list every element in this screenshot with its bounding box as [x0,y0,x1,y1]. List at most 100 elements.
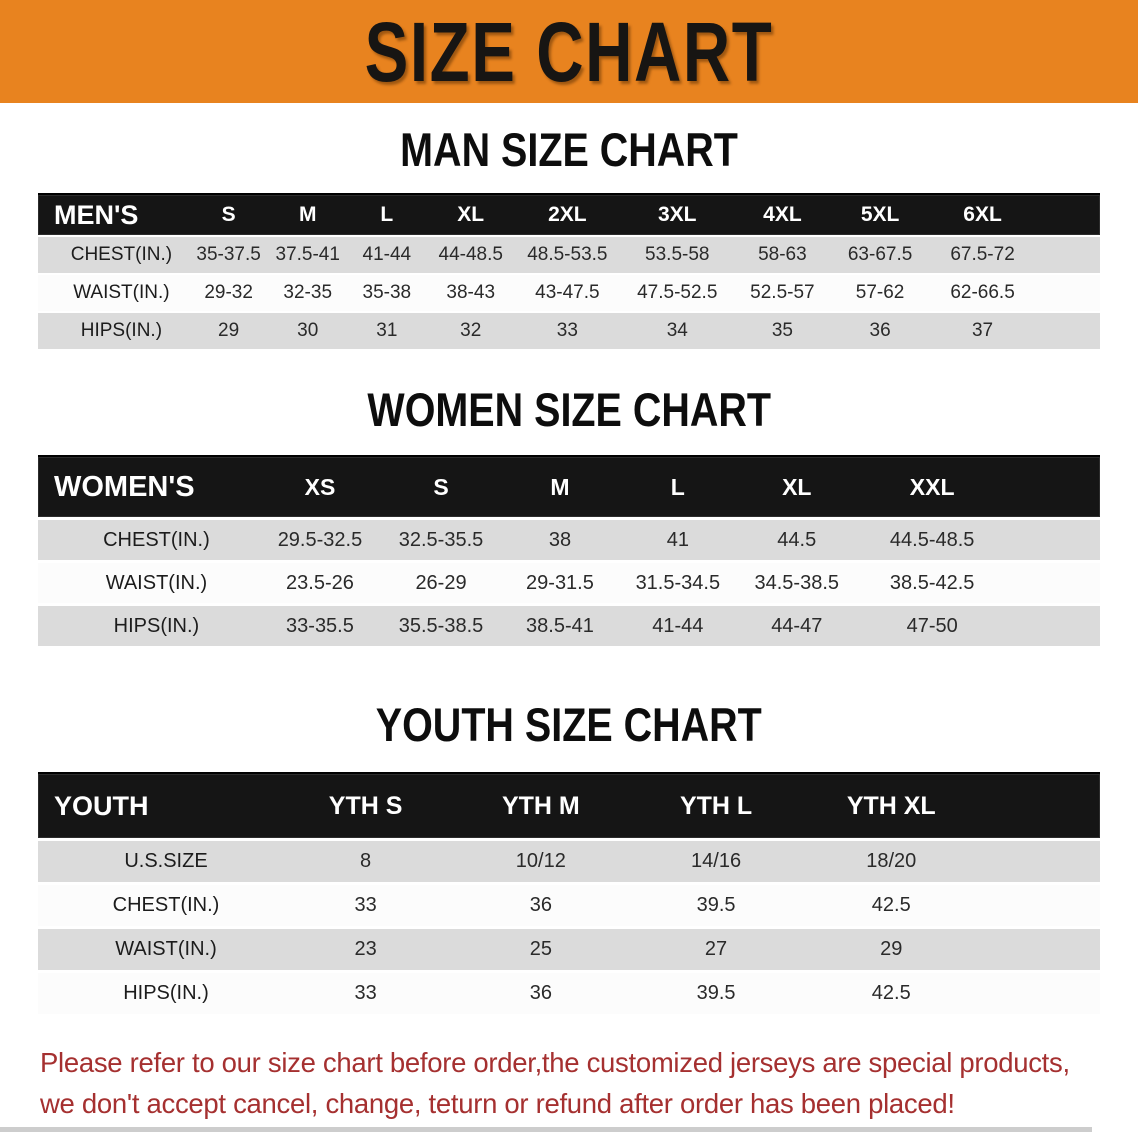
size-value: 35-38 [362,282,412,303]
size-value: 35 [771,320,793,341]
size-value: 53.5-58 [645,244,710,265]
size-value: 47-50 [906,614,958,637]
size-value: 39.5 [696,894,736,916]
size-value: 57-62 [855,282,905,303]
size-value: 10/12 [515,850,566,872]
disclaimer-line-2: we don't accept cancel, change, teturn o… [40,1088,955,1119]
men-column-header: S [221,203,236,226]
men-column-header: 5XL [860,203,900,226]
women-column-header: S [433,473,449,500]
size-value: 44.5-48.5 [889,528,975,551]
size-value: 42.5 [871,982,911,1004]
size-value: 35.5-38.5 [398,614,484,637]
size-value: 41 [666,528,689,551]
youth-table-header: YOUTH YTH S YTH M YTH L YTH XL [38,772,1100,838]
size-value: 14/16 [691,850,742,872]
size-value: 18/20 [866,850,917,872]
women-corner-label: WOMEN'S [54,470,195,503]
youth-section-heading-text: YOUTH SIZE CHART [375,698,763,751]
size-value: 23 [354,938,377,960]
women-table-row: WAIST(IN.) 23.5-26 26-29 29-31.5 31.5-34.5 34… [38,563,1100,603]
row-label: WAIST(IN.) [73,282,170,303]
size-value: 41-44 [652,614,704,637]
men-table-row: CHEST(IN.) 35-37.5 37.5-41 41-44 44-48.5 48.5… [38,237,1100,273]
size-value: 31 [376,320,398,341]
women-column-header: L [670,473,685,500]
women-table-row: CHEST(IN.) 29.5-32.5 32.5-35.5 38 41 44.5 44.5… [38,520,1100,560]
men-table-row: WAIST(IN.) 29-32 32-35 35-38 38-43 43-47.5 47.… [38,275,1100,311]
size-value: 33 [354,894,377,916]
women-column-header: M [550,473,570,500]
size-value: 29-31.5 [526,571,594,594]
youth-table-row: WAIST(IN.) 23 25 27 29 [38,929,1100,970]
youth-table-row: CHEST(IN.) 33 36 39.5 42.5 [38,885,1100,926]
size-value: 42.5 [871,894,911,916]
man-section-heading: MAN SIZE CHART [0,125,1138,175]
youth-table-row: U.S.SIZE 8 10/12 14/16 18/20 [38,841,1100,882]
size-value: 33-35.5 [286,614,354,637]
size-value: 23.5-26 [286,571,354,594]
size-value: 47.5-52.5 [637,282,718,303]
size-value: 32-35 [283,282,333,303]
row-label: WAIST(IN.) [105,571,208,594]
size-value: 38.5-41 [526,614,594,637]
size-value: 8 [360,850,372,872]
youth-corner-label: YOUTH [54,790,149,821]
row-label: CHEST(IN.) [103,528,210,551]
size-value: 33 [354,982,377,1004]
size-value: 33 [556,320,578,341]
youth-table-row: HIPS(IN.) 33 36 39.5 42.5 [38,973,1100,1014]
size-value: 44-48.5 [438,244,503,265]
size-value: 36 [529,894,552,916]
size-value: 36 [529,982,552,1004]
size-value: 67.5-72 [950,244,1015,265]
women-column-header: XXL [909,473,955,500]
size-value: 34.5-38.5 [754,571,840,594]
size-value: 32.5-35.5 [398,528,484,551]
size-value: 31.5-34.5 [635,571,721,594]
disclaimer-line-1: Please refer to our size chart before or… [40,1047,1070,1078]
size-value: 38 [548,528,572,551]
men-table-row: HIPS(IN.) 29 30 31 32 33 34 35 36 37 [38,313,1100,349]
row-label: WAIST(IN.) [115,938,217,960]
men-column-header: 4XL [763,203,802,226]
size-value: 29.5-32.5 [277,528,363,551]
men-column-header: M [298,203,317,226]
size-value: 35-37.5 [196,244,261,265]
man-section-heading-text: MAN SIZE CHART [400,123,738,176]
size-value: 36 [869,320,891,341]
women-column-header: XL [782,473,812,500]
size-value: 29 [880,938,903,960]
row-label: HIPS(IN.) [113,614,200,637]
men-column-header: XL [457,203,485,226]
men-column-header: L [380,203,394,226]
youth-column-header: YTH S [328,791,403,820]
men-column-header: 2XL [548,203,587,226]
row-label: CHEST(IN.) [70,244,173,265]
size-value: 44.5 [777,528,817,551]
size-value: 25 [529,938,552,960]
banner-title: SIZE CHART [364,4,774,99]
women-section-heading: WOMEN SIZE CHART [0,385,1138,435]
youth-column-header: YTH L [679,791,753,820]
disclaimer-note: Please refer to our size chart before or… [40,1042,1098,1124]
women-column-header: XS [304,473,336,500]
size-value: 38.5-42.5 [889,571,975,594]
row-label: CHEST(IN.) [112,894,220,916]
women-table-header: WOMEN'S XS S M L XL XXL [38,455,1100,517]
women-size-table: WOMEN'S XS S M L XL XXL CHEST(IN.) 29.5-32.5 32.5… [38,455,1100,646]
size-value: 43-47.5 [535,282,600,303]
size-value: 39.5 [696,982,736,1004]
size-value: 26-29 [415,571,467,594]
women-section-heading-text: WOMEN SIZE CHART [367,383,771,436]
size-value: 29-32 [204,282,253,303]
row-label: HIPS(IN.) [123,982,209,1004]
men-column-header: 3XL [658,203,697,226]
size-value: 52.5-57 [750,282,815,303]
size-value: 58-63 [758,244,807,265]
size-value: 29 [218,320,240,341]
youth-column-header: YTH M [501,791,580,820]
size-value: 63-67.5 [847,244,913,265]
size-value: 27 [704,938,728,960]
youth-column-header: YTH XL [846,791,936,820]
